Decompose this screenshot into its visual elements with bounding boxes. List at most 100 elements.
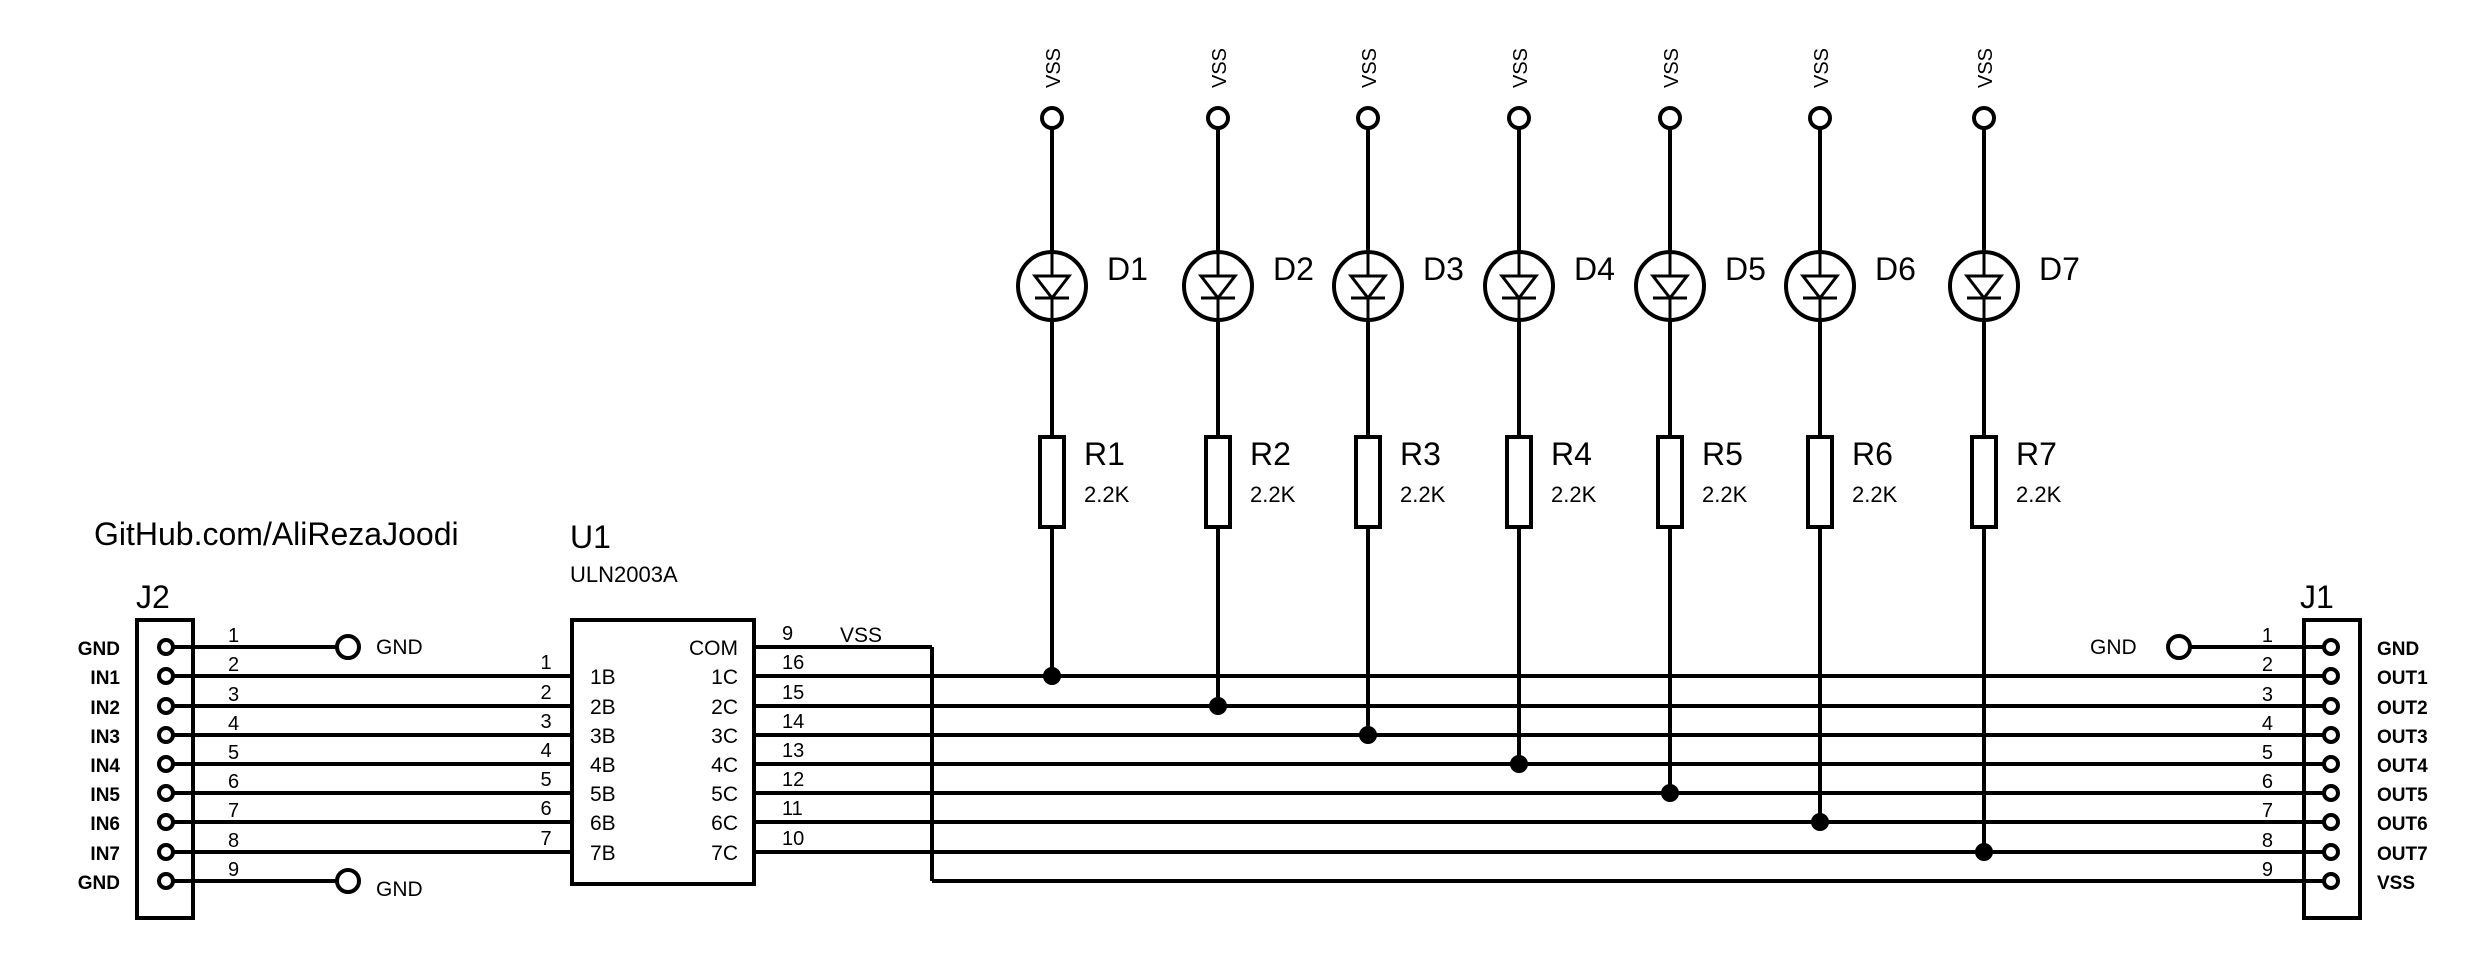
resistor-value: 2.2K xyxy=(1400,482,1446,507)
junction-dot xyxy=(1209,697,1227,715)
vss-terminal xyxy=(1040,106,1064,130)
j1-pin-circle xyxy=(2322,784,2340,802)
resistor-ref: R7 xyxy=(2016,436,2057,472)
u1-right-pin-number: 10 xyxy=(782,828,804,850)
led-diode-triangle xyxy=(1031,274,1073,301)
com-vss-label: VSS xyxy=(840,624,882,647)
j1-pin-circle xyxy=(2322,667,2340,685)
led-ref: D4 xyxy=(1574,251,1615,287)
j2-pin-label: IN3 xyxy=(90,727,120,748)
resistor-value: 2.2K xyxy=(1852,482,1898,507)
j2-gnd-label-top: GND xyxy=(376,636,423,659)
resistor-body xyxy=(1354,435,1382,529)
u1-left-pin-name: 3B xyxy=(590,725,616,748)
resistor-value: 2.2K xyxy=(1084,482,1130,507)
u1-right-pin-number: 9 xyxy=(782,623,793,645)
j1-pin-circle xyxy=(2322,638,2340,656)
j2-pin-number: 1 xyxy=(228,625,239,647)
u1-right-pin-number: 15 xyxy=(782,682,804,704)
j1-pin-label: VSS xyxy=(2377,873,2415,894)
vss-label: VSS xyxy=(1811,48,1833,88)
j2-pin-label: IN6 xyxy=(90,814,120,835)
junction-dot xyxy=(1510,755,1528,773)
j2-pin-circle xyxy=(157,638,175,656)
j1-pin-number: 1 xyxy=(2262,625,2273,647)
u1-right-pin-name: 4C xyxy=(711,754,738,777)
j1-pin-number: 6 xyxy=(2262,771,2273,793)
j1-pin-label: OUT4 xyxy=(2377,756,2428,777)
j1-pin-number: 7 xyxy=(2262,800,2273,822)
vss-terminal xyxy=(1206,106,1230,130)
j1-pin-number: 5 xyxy=(2262,742,2273,764)
j2-pin-circle xyxy=(157,667,175,685)
vss-label: VSS xyxy=(1209,48,1231,88)
j2-pin-number: 7 xyxy=(228,800,239,822)
j2-pin-circle xyxy=(157,726,175,744)
resistor-body xyxy=(1970,435,1998,529)
u1-right-pin-number: 12 xyxy=(782,769,804,791)
vss-label: VSS xyxy=(1661,48,1683,88)
resistor-body xyxy=(1038,435,1066,529)
j1-gnd-label: GND xyxy=(2090,636,2137,659)
u1-right-pin-number: 14 xyxy=(782,711,804,733)
vss-label: VSS xyxy=(1510,48,1532,88)
vss-terminal xyxy=(1658,106,1682,130)
resistor-ref: R2 xyxy=(1250,436,1291,472)
u1-right-pin-name: 1C xyxy=(711,666,738,689)
led-ref: D3 xyxy=(1423,251,1464,287)
j2-pin-label: IN4 xyxy=(90,756,120,777)
u1-left-pin-name: 6B xyxy=(590,812,616,835)
resistor-body xyxy=(1656,435,1684,529)
junction-dot xyxy=(1359,726,1377,744)
j2-pin-number: 6 xyxy=(228,771,239,793)
j2-pin-label: IN1 xyxy=(90,668,120,689)
led-diode-triangle xyxy=(1649,274,1691,301)
j2-pin-number: 3 xyxy=(228,684,239,706)
j2-pin-label: GND xyxy=(78,873,120,894)
j1-pin-number: 9 xyxy=(2262,859,2273,881)
j2-pin-label: IN7 xyxy=(90,844,120,865)
u1-left-pin-name: 5B xyxy=(590,783,616,806)
u1-right-pin-name: 3C xyxy=(711,725,738,748)
watermark: GitHub.com/AliRezaJoodi xyxy=(94,516,459,552)
resistor-body xyxy=(1204,435,1232,529)
u1-body xyxy=(570,618,756,886)
u1-left-pin-number: 7 xyxy=(540,828,551,850)
u1-left-pin-number: 1 xyxy=(540,652,551,674)
j2-pin-number: 9 xyxy=(228,859,239,881)
vss-terminal xyxy=(1972,106,1996,130)
j1-pin-number: 4 xyxy=(2262,713,2273,735)
u1-right-pin-name: 7C xyxy=(711,842,738,865)
resistor-value: 2.2K xyxy=(1551,482,1597,507)
led-diode-triangle xyxy=(1799,274,1841,301)
led-ref: D7 xyxy=(2039,251,2080,287)
u1-left-pin-name: 7B xyxy=(590,842,616,865)
led-ref: D2 xyxy=(1273,251,1314,287)
j2-pin-number: 5 xyxy=(228,742,239,764)
led-diode-triangle xyxy=(1197,274,1239,301)
j2-pin-circle xyxy=(157,697,175,715)
u1-left-pin-number: 3 xyxy=(540,711,551,733)
junction-dot xyxy=(1661,784,1679,802)
u1-left-pin-number: 5 xyxy=(540,769,551,791)
led-ref: D1 xyxy=(1107,251,1148,287)
led-diode-triangle xyxy=(1498,274,1540,301)
j2-pin-circle xyxy=(157,872,175,890)
j2-pin-circle xyxy=(157,843,175,861)
u1-right-pin-name: COM xyxy=(689,637,738,660)
led-ref: D6 xyxy=(1875,251,1916,287)
vss-label: VSS xyxy=(1975,48,1997,88)
resistor-ref: R5 xyxy=(1702,436,1743,472)
resistor-body xyxy=(1806,435,1834,529)
j1-pin-circle xyxy=(2322,697,2340,715)
gnd-terminal xyxy=(2166,634,2192,660)
j1-pin-label: OUT1 xyxy=(2377,668,2428,689)
resistor-value: 2.2K xyxy=(1702,482,1748,507)
j2-gnd-label-bottom: GND xyxy=(376,878,423,901)
vss-terminal xyxy=(1356,106,1380,130)
junction-dot xyxy=(1811,813,1829,831)
j2-pin-circle xyxy=(157,755,175,773)
j1-pin-number: 8 xyxy=(2262,830,2273,852)
j2-pin-label: GND xyxy=(78,639,120,660)
j1-pin-circle xyxy=(2322,755,2340,773)
